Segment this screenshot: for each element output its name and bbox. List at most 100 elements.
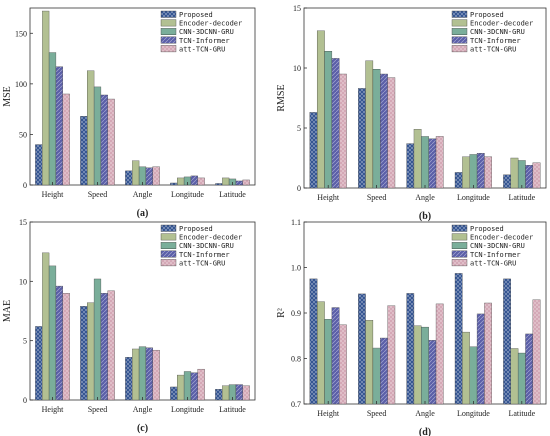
bar-tcn-informer-angle	[428, 138, 437, 189]
bar-cnn-3dcnn-gru-height	[48, 52, 57, 186]
bar-encoder-decoder-longitude	[177, 177, 185, 186]
bar-cnn-3dcnn-gru-height	[324, 319, 333, 405]
bar-cnn-3dcnn-gru-longitude	[183, 371, 192, 401]
x-tick-label: Angle	[415, 193, 435, 202]
bar-att-tcn-gru-height	[62, 93, 70, 186]
legend-label: Proposed	[179, 225, 213, 233]
bar-cnn-3dcnn-gru-height	[48, 265, 57, 401]
bar-proposed-speed	[80, 306, 88, 401]
bar-proposed-speed	[80, 116, 88, 186]
legend-label: CNN-3DCNN-GRU	[179, 242, 234, 250]
panel-label: (d)	[419, 427, 431, 436]
bar-encoder-decoder-angle	[132, 160, 140, 186]
legend-swatch-cnn-3dcnn-gru	[451, 28, 468, 35]
legend-swatch-att-tcn-gru	[160, 45, 177, 53]
panel-label: (a)	[137, 208, 149, 219]
bar-att-tcn-gru-speed	[107, 290, 115, 401]
legend-label: att-TCN-GRU	[179, 259, 225, 267]
y-tick-label: 15	[19, 218, 27, 227]
bar-proposed-speed	[358, 88, 366, 189]
bar-encoder-decoder-latitude	[222, 177, 230, 186]
bar-encoder-decoder-speed	[87, 70, 95, 186]
legend-label: Encoder-decoder	[179, 20, 242, 28]
bar-encoder-decoder-latitude	[510, 348, 519, 405]
x-tick-label: Speed	[367, 193, 387, 202]
y-tick-label: 0	[23, 396, 27, 405]
bar-att-tcn-gru-angle	[152, 166, 160, 186]
y-tick-label: 10	[19, 277, 27, 286]
bar-encoder-decoder-angle	[413, 129, 422, 189]
chart-panel-c: 0 5 10 15 MAE Height Speed Angle Longitude Latitu…	[2, 218, 256, 434]
bar-cnn-3dcnn-gru-longitude	[469, 154, 478, 189]
bar-tcn-informer-latitude	[525, 165, 534, 189]
bar-proposed-speed	[358, 293, 366, 405]
bar-att-tcn-gru-longitude	[484, 302, 492, 405]
bar-tcn-informer-angle	[145, 167, 153, 186]
bar-proposed-latitude	[215, 183, 223, 186]
bar-tcn-informer-height	[331, 58, 340, 189]
legend-swatch-cnn-3dcnn-gru	[160, 28, 177, 35]
bar-tcn-informer-speed	[380, 337, 388, 405]
bar-tcn-informer-speed	[380, 73, 388, 189]
bar-att-tcn-gru-latitude	[532, 162, 541, 189]
y-axis-label: MSE	[2, 86, 13, 107]
bar-proposed-longitude	[170, 386, 178, 401]
x-tick-label: Speed	[88, 405, 108, 414]
bar-tcn-informer-height	[331, 307, 340, 405]
x-tick-label: Height	[42, 190, 65, 199]
chart-panel-a: 0 50 100 150 MSE Height Speed Angle Longitude Lat…	[2, 7, 256, 219]
bar-tcn-informer-height	[55, 66, 63, 186]
bar-proposed-latitude	[503, 174, 511, 189]
bar-encoder-decoder-speed	[365, 320, 374, 405]
bar-cnn-3dcnn-gru-latitude	[517, 352, 526, 405]
y-axis-label: RMSE	[276, 84, 287, 111]
bar-proposed-angle	[406, 293, 415, 405]
bar-att-tcn-gru-angle	[435, 303, 444, 405]
bar-proposed-angle	[125, 170, 133, 186]
x-tick-label: Angle	[133, 190, 153, 199]
bar-tcn-informer-longitude	[190, 175, 198, 186]
legend-label: Encoder-decoder	[179, 234, 242, 242]
x-tick-label: Latitude	[219, 190, 246, 199]
bar-tcn-informer-latitude	[525, 333, 534, 405]
chart-panel-d: 0.7 0.8 0.9 1.0 1.1 R² Height Speed Angle Longitu…	[276, 218, 547, 436]
legend-label: CNN-3DCNN-GRU	[470, 28, 525, 36]
y-tick-label: 10	[293, 64, 301, 73]
bar-cnn-3dcnn-gru-speed	[372, 347, 381, 405]
legend-label: att-TCN-GRU	[179, 45, 225, 53]
bar-att-tcn-gru-height	[62, 293, 70, 401]
bar-tcn-informer-angle	[428, 340, 437, 405]
bar-cnn-3dcnn-gru-speed	[372, 69, 381, 189]
y-tick-label: 100	[15, 80, 27, 89]
bar-att-tcn-gru-angle	[152, 349, 160, 401]
bar-encoder-decoder-speed	[87, 302, 95, 401]
legend: ProposedEncoder-decoderCNN-3DCNN-GRUTCN-…	[160, 10, 242, 53]
legend-label: att-TCN-GRU	[470, 259, 516, 267]
bar-encoder-decoder-longitude	[462, 156, 470, 189]
x-tick-label: Height	[42, 405, 65, 414]
bar-proposed-angle	[125, 357, 133, 401]
bar-att-tcn-gru-speed	[107, 98, 115, 186]
legend-label: Encoder-decoder	[470, 234, 533, 242]
bar-proposed-height	[309, 278, 318, 405]
x-tick-label: Height	[317, 409, 340, 418]
y-tick-label: 1.1	[291, 218, 301, 227]
legend-swatch-proposed	[160, 10, 177, 18]
legend-label: CNN-3DCNN-GRU	[470, 242, 525, 250]
x-tick-label: Angle	[133, 405, 153, 414]
bar-proposed-latitude	[215, 389, 223, 401]
bar-cnn-3dcnn-gru-latitude	[517, 160, 526, 189]
bar-tcn-informer-angle	[145, 347, 153, 401]
bar-cnn-3dcnn-gru-speed	[93, 86, 102, 186]
bar-proposed-height	[35, 326, 43, 401]
bar-cnn-3dcnn-gru-angle	[421, 136, 429, 189]
legend-label: TCN-Informer	[470, 251, 521, 259]
legend-label: CNN-3DCNN-GRU	[179, 28, 234, 36]
x-tick-label: Speed	[367, 409, 387, 418]
bar-encoder-decoder-height	[42, 252, 50, 401]
x-tick-label: Longitude	[171, 405, 204, 414]
y-tick-label: 5	[297, 124, 301, 133]
panel-label: (b)	[419, 211, 431, 222]
legend-swatch-tcn-informer	[160, 36, 177, 44]
y-tick-label: 15	[293, 4, 301, 13]
